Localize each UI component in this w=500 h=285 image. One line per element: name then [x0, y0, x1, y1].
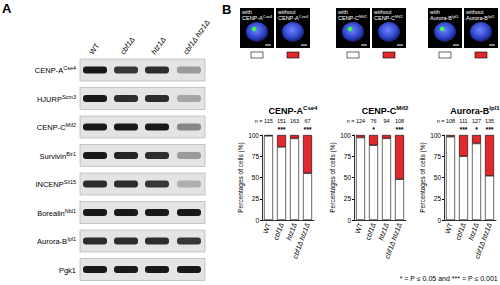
svg-text:151: 151 [277, 118, 286, 124]
svg-text:n =: n = [437, 118, 445, 124]
svg-text:WT: WT [87, 41, 101, 56]
svg-text:Aurora-BIpl1: Aurora-BIpl1 [430, 14, 459, 22]
svg-text:INCENPSli15: INCENPSli15 [35, 179, 76, 189]
svg-text:0: 0 [255, 217, 259, 224]
svg-text:WT: WT [443, 221, 454, 234]
svg-text:***: *** [277, 126, 285, 133]
svg-text:Percentages of cells (%): Percentages of cells (%) [329, 142, 337, 212]
svg-text:cbf1Δ: cbf1Δ [118, 35, 136, 56]
svg-text:Aurora-BIpl1: Aurora-BIpl1 [37, 236, 76, 246]
svg-text:25: 25 [434, 195, 442, 202]
svg-text:***: *** [459, 126, 467, 133]
svg-text:htz1Δ: htz1Δ [149, 35, 167, 56]
svg-text:without: without [373, 9, 392, 15]
svg-text:135: 135 [485, 118, 494, 124]
svg-text:htz1Δ: htz1Δ [377, 222, 390, 242]
svg-text:htz1Δ: htz1Δ [467, 222, 480, 242]
svg-text:n =: n = [347, 118, 355, 124]
svg-text:SurvivinBir1: SurvivinBir1 [40, 151, 76, 161]
svg-text:B: B [222, 2, 231, 17]
svg-text:n =: n = [255, 118, 263, 124]
svg-text:Cse4: Cse4 [303, 105, 318, 111]
svg-text:Percentages of cells (%): Percentages of cells (%) [237, 142, 245, 212]
svg-text:100: 100 [430, 132, 441, 139]
svg-text:0: 0 [437, 217, 441, 224]
svg-text:A: A [2, 1, 12, 16]
svg-text:HJURPScm3: HJURPScm3 [37, 94, 76, 104]
svg-text:cbf1Δ htz1Δ: cbf1Δ htz1Δ [291, 222, 311, 260]
svg-text:htz1Δ: htz1Δ [285, 222, 298, 242]
svg-text:94: 94 [383, 118, 389, 124]
svg-text:75: 75 [434, 153, 442, 160]
svg-text:with: with [241, 9, 252, 15]
svg-text:cbf1Δ htz1Δ: cbf1Δ htz1Δ [473, 222, 493, 260]
svg-text:BorealinNbl1: BorealinNbl1 [37, 208, 76, 218]
svg-text:76: 76 [370, 118, 376, 124]
svg-text:CENP-A: CENP-A [269, 106, 304, 116]
svg-text:***: *** [395, 126, 403, 133]
svg-text:* = P ≤ 0.05 and *** = P ≤ 0.0: * = P ≤ 0.05 and *** = P ≤ 0.001 [400, 275, 498, 282]
svg-text:108: 108 [395, 118, 404, 124]
svg-text:cbf1Δ: cbf1Δ [454, 222, 467, 242]
svg-text:50: 50 [252, 174, 260, 181]
svg-text:CENP-CMif2: CENP-CMif2 [338, 14, 367, 22]
svg-text:cbf1Δ htz1Δ: cbf1Δ htz1Δ [383, 222, 403, 260]
svg-text:Aurora-BIpl1: Aurora-BIpl1 [466, 14, 495, 22]
svg-text:*: * [372, 126, 375, 133]
svg-text:127: 127 [472, 118, 481, 124]
svg-text:cbf1Δ: cbf1Δ [272, 222, 285, 242]
svg-text:124: 124 [356, 118, 365, 124]
svg-text:WT: WT [261, 221, 272, 234]
svg-text:***: *** [485, 126, 493, 133]
svg-text:CENP-ACse4: CENP-ACse4 [35, 65, 76, 75]
svg-text:Aurora-B: Aurora-B [450, 106, 490, 116]
svg-text:75: 75 [344, 153, 352, 160]
svg-text:50: 50 [434, 174, 442, 181]
svg-text:with: with [429, 9, 440, 15]
svg-text:115: 115 [264, 118, 273, 124]
svg-text:163: 163 [290, 118, 299, 124]
svg-text:***: *** [303, 126, 311, 133]
svg-text:CENP-C: CENP-C [362, 106, 397, 116]
svg-text:0: 0 [347, 217, 351, 224]
svg-text:WT: WT [353, 221, 364, 234]
svg-text:100: 100 [248, 132, 259, 139]
svg-text:25: 25 [344, 195, 352, 202]
svg-text:with: with [337, 9, 348, 15]
svg-text:75: 75 [252, 153, 260, 160]
svg-text:111: 111 [459, 118, 467, 124]
svg-text:Ipl1: Ipl1 [489, 105, 500, 111]
svg-text:CENP-ACse4: CENP-ACse4 [242, 14, 273, 22]
svg-text:cbf1Δ: cbf1Δ [364, 222, 377, 242]
svg-text:CENP-CMif2: CENP-CMif2 [374, 14, 403, 22]
svg-text:Pgk1: Pgk1 [59, 266, 76, 275]
svg-text:Mif2: Mif2 [396, 105, 409, 111]
svg-text:CENP-ACse4: CENP-ACse4 [278, 14, 309, 22]
svg-text:CENP-CMif2: CENP-CMif2 [37, 122, 76, 132]
svg-text:*: * [475, 126, 478, 133]
svg-text:108: 108 [446, 118, 455, 124]
svg-text:50: 50 [344, 174, 352, 181]
svg-text:without: without [277, 9, 296, 15]
svg-text:100: 100 [340, 132, 351, 139]
svg-text:without: without [465, 9, 484, 15]
svg-text:25: 25 [252, 195, 260, 202]
svg-text:Percentages of cells (%): Percentages of cells (%) [419, 142, 427, 212]
svg-text:67: 67 [304, 118, 310, 124]
svg-text:cbf1Δ htz1Δ: cbf1Δ htz1Δ [181, 18, 211, 56]
